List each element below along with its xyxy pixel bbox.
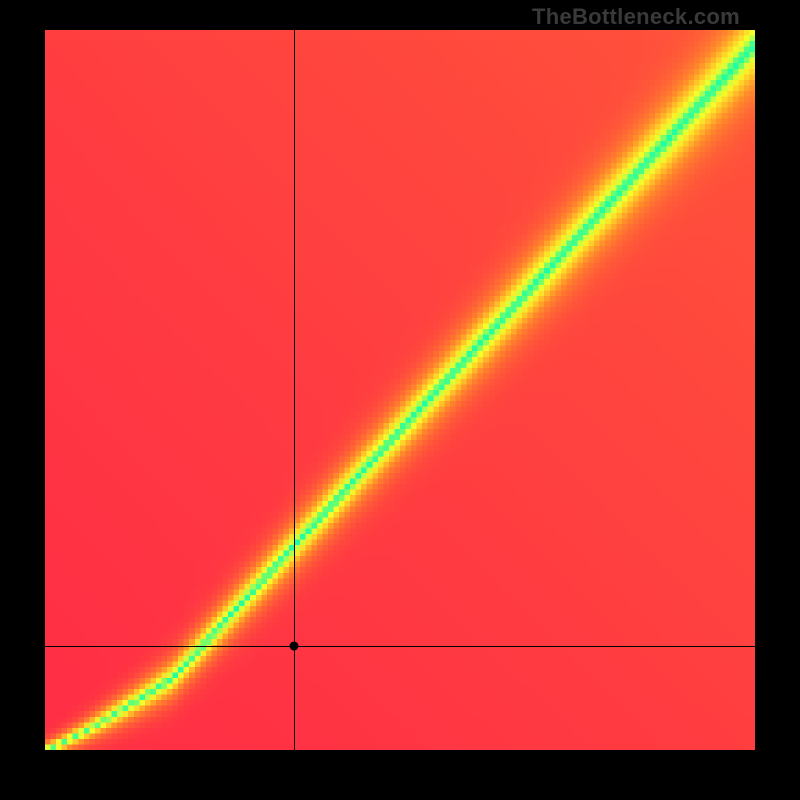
- marker-point: [289, 641, 298, 650]
- chart-container: TheBottleneck.com: [0, 0, 800, 800]
- crosshair-horizontal: [45, 646, 755, 647]
- watermark-text: TheBottleneck.com: [532, 4, 740, 30]
- heatmap-canvas: [45, 30, 755, 750]
- heatmap-plot: [45, 30, 755, 750]
